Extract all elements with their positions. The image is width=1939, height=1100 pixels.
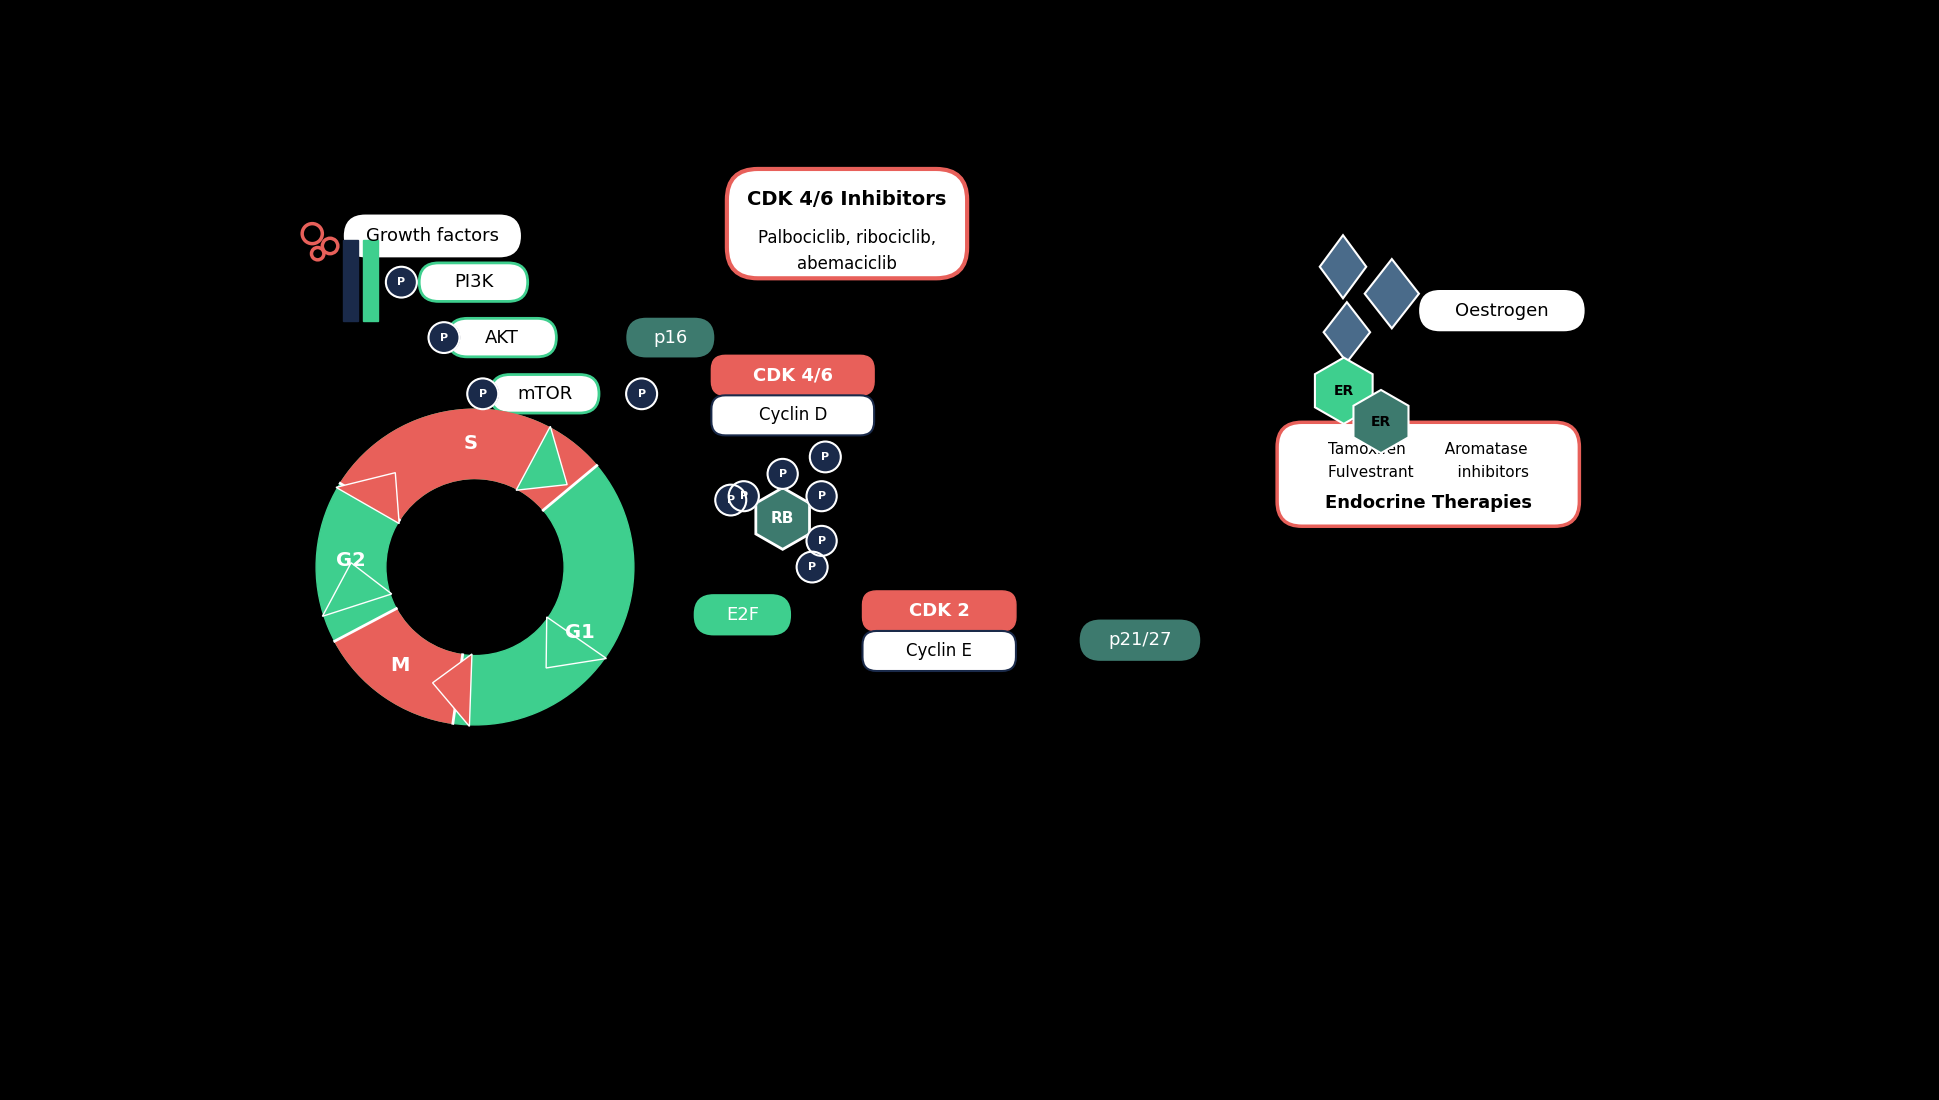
Circle shape bbox=[386, 267, 417, 297]
Circle shape bbox=[715, 485, 747, 516]
Text: CDK 4/6: CDK 4/6 bbox=[752, 366, 832, 384]
FancyBboxPatch shape bbox=[694, 595, 789, 634]
Polygon shape bbox=[1322, 302, 1369, 362]
FancyBboxPatch shape bbox=[1276, 422, 1578, 526]
FancyBboxPatch shape bbox=[712, 355, 874, 395]
Text: M: M bbox=[390, 656, 409, 675]
Wedge shape bbox=[316, 409, 634, 725]
Text: RB: RB bbox=[770, 512, 793, 526]
Polygon shape bbox=[322, 563, 392, 616]
FancyBboxPatch shape bbox=[491, 374, 599, 414]
Text: Fulvestrant         inhibitors: Fulvestrant inhibitors bbox=[1326, 465, 1528, 480]
FancyBboxPatch shape bbox=[1419, 292, 1582, 330]
Text: P: P bbox=[479, 388, 487, 399]
Text: P: P bbox=[440, 332, 448, 342]
Circle shape bbox=[797, 552, 828, 583]
Text: P: P bbox=[816, 536, 826, 546]
FancyBboxPatch shape bbox=[712, 395, 874, 436]
Text: G1: G1 bbox=[564, 623, 595, 641]
Polygon shape bbox=[756, 487, 809, 549]
Text: P: P bbox=[739, 492, 747, 502]
Text: Tamoxifen        Aromatase: Tamoxifen Aromatase bbox=[1328, 442, 1528, 456]
Polygon shape bbox=[1319, 235, 1365, 298]
Text: P: P bbox=[727, 495, 735, 505]
Text: Palbociclib, ribociclib,: Palbociclib, ribociclib, bbox=[758, 229, 937, 248]
FancyBboxPatch shape bbox=[345, 216, 520, 256]
Text: P: P bbox=[397, 277, 405, 287]
Text: p16: p16 bbox=[653, 329, 686, 346]
Text: P: P bbox=[809, 562, 816, 572]
Circle shape bbox=[626, 378, 657, 409]
Text: CDK 2: CDK 2 bbox=[907, 602, 970, 620]
FancyBboxPatch shape bbox=[727, 169, 968, 278]
Polygon shape bbox=[335, 473, 399, 524]
Text: abemaciclib: abemaciclib bbox=[797, 255, 896, 274]
Text: CDK 4/6 Inhibitors: CDK 4/6 Inhibitors bbox=[747, 190, 946, 209]
Text: ER: ER bbox=[1371, 415, 1390, 429]
Text: ER: ER bbox=[1332, 384, 1353, 398]
Text: Cyclin D: Cyclin D bbox=[758, 406, 826, 425]
Text: P: P bbox=[816, 492, 826, 502]
Circle shape bbox=[429, 322, 460, 353]
Text: P: P bbox=[638, 388, 646, 399]
Text: mTOR: mTOR bbox=[518, 385, 572, 403]
Polygon shape bbox=[547, 617, 607, 668]
Circle shape bbox=[729, 481, 758, 512]
Polygon shape bbox=[432, 654, 471, 726]
Text: P: P bbox=[778, 469, 787, 478]
FancyBboxPatch shape bbox=[863, 631, 1016, 671]
Bar bbox=[343, 240, 359, 321]
Text: E2F: E2F bbox=[725, 606, 758, 624]
Polygon shape bbox=[1315, 358, 1373, 424]
FancyBboxPatch shape bbox=[448, 318, 556, 356]
Polygon shape bbox=[1363, 260, 1417, 328]
FancyBboxPatch shape bbox=[628, 319, 712, 356]
Text: PI3K: PI3K bbox=[454, 273, 493, 292]
FancyBboxPatch shape bbox=[1080, 620, 1198, 659]
Circle shape bbox=[807, 481, 836, 512]
Text: G2: G2 bbox=[335, 551, 366, 570]
Polygon shape bbox=[516, 427, 566, 491]
Circle shape bbox=[809, 441, 840, 472]
Circle shape bbox=[768, 459, 797, 488]
Bar bbox=[363, 240, 378, 321]
Wedge shape bbox=[335, 608, 461, 724]
Text: P: P bbox=[820, 452, 830, 462]
Text: p21/27: p21/27 bbox=[1107, 631, 1171, 649]
Text: Cyclin E: Cyclin E bbox=[906, 642, 971, 660]
FancyBboxPatch shape bbox=[419, 263, 527, 301]
Wedge shape bbox=[339, 409, 597, 520]
Text: Growth factors: Growth factors bbox=[366, 227, 498, 245]
Text: S: S bbox=[463, 434, 477, 453]
Polygon shape bbox=[1353, 389, 1408, 453]
Text: AKT: AKT bbox=[485, 329, 520, 346]
Text: Oestrogen: Oestrogen bbox=[1454, 301, 1547, 320]
Text: Endocrine Therapies: Endocrine Therapies bbox=[1324, 494, 1532, 513]
Circle shape bbox=[467, 378, 498, 409]
FancyBboxPatch shape bbox=[863, 591, 1016, 631]
Circle shape bbox=[807, 526, 836, 556]
